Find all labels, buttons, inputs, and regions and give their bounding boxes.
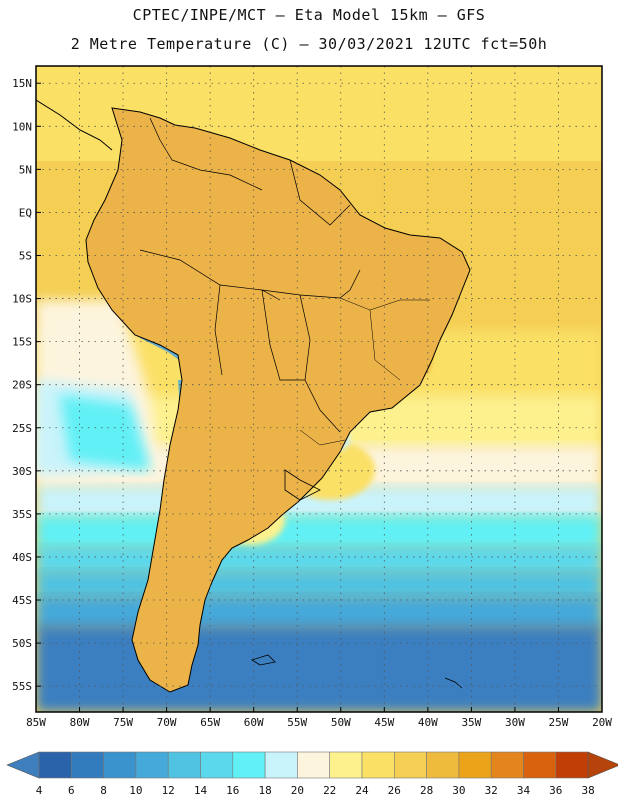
colorbar-swatch	[393, 751, 427, 779]
longitude-label: 85W	[26, 716, 46, 729]
latitude-label: 25S	[12, 422, 32, 435]
latitude-label: 15S	[12, 336, 32, 349]
longitude-label: 45W	[374, 716, 394, 729]
colorbar-level-label: 28	[420, 784, 433, 797]
longitude-labels: 85W 80W 75W 70W 65W 60W 55W 50W 45W 40W 35W 30W 25W 2…	[26, 707, 612, 729]
colorbar-right-arrow	[587, 751, 618, 779]
colorbar-level-label: 6	[68, 784, 75, 797]
colorbar-swatch	[167, 751, 201, 779]
latitude-label: 15N	[12, 77, 32, 90]
colorbar-swatch	[523, 751, 557, 779]
latitude-label: 50S	[12, 637, 32, 650]
longitude-label: 55W	[287, 716, 307, 729]
colorbar-swatch	[329, 751, 363, 779]
latitude-label: 5N	[19, 163, 32, 176]
latitude-label: 35S	[12, 508, 32, 521]
latitude-label: 5S	[19, 249, 32, 262]
colorbar-level-label: 20	[291, 784, 304, 797]
longitude-label: 60W	[244, 716, 264, 729]
longitude-label: 35W	[461, 716, 481, 729]
colorbar-level-label: 34	[517, 784, 531, 797]
colorbar-swatch	[71, 751, 104, 779]
colorbar-swatch	[200, 751, 234, 779]
colorbar-level-label: 18	[258, 784, 271, 797]
latitude-label: 10N	[12, 120, 32, 133]
map-title-line-1: CPTEC/INPE/MCT – Eta Model 15km – GFS	[132, 6, 486, 24]
colorbar-swatch	[458, 751, 492, 779]
latitude-labels: 15N 10N 5N EQ 5S 10S 15S 20S 25S 30S 35S 40S 45S 50S 5…	[12, 77, 41, 693]
colorbar-swatch	[297, 751, 330, 779]
colorbar-swatch	[361, 751, 395, 779]
colorbar-level-label: 4	[36, 784, 43, 797]
colorbar-level-label: 8	[100, 784, 107, 797]
latitude-label: 40S	[12, 551, 32, 564]
colorbar-swatch	[490, 751, 524, 779]
longitude-label: 40W	[418, 716, 438, 729]
colorbar-level-label: 22	[323, 784, 336, 797]
colorbar-swatch	[135, 751, 169, 779]
colorbar-level-label: 26	[388, 784, 401, 797]
latitude-label: 10S	[12, 293, 32, 306]
longitude-label: 80W	[70, 716, 90, 729]
colorbar-level-label: 16	[226, 784, 239, 797]
map-frame	[35, 65, 603, 713]
longitude-label: 30W	[505, 716, 525, 729]
colorbar-level-label: 36	[549, 784, 562, 797]
colorbar-level-label: 38	[581, 784, 594, 797]
latitude-label: 20S	[12, 379, 32, 392]
longitude-label: 20W	[592, 716, 612, 729]
colorbar-level-label: 12	[162, 784, 175, 797]
longitude-label: 65W	[200, 716, 220, 729]
longitude-label: 70W	[157, 716, 177, 729]
coastlines-and-borders	[36, 99, 471, 693]
latitude-label: EQ	[19, 206, 32, 219]
colorbar-swatch	[232, 751, 266, 779]
colorbar-level-label: 24	[355, 784, 369, 797]
colorbar-left-arrow	[6, 751, 40, 779]
map-title-line-2: 2 Metre Temperature (C) – 30/03/2021 12U…	[70, 35, 548, 53]
colorbar-level-label: 10	[129, 784, 142, 797]
colorbar-swatch	[38, 751, 72, 779]
colorbar-level-label: 32	[485, 784, 498, 797]
longitude-label: 75W	[113, 716, 133, 729]
colorbar-swatch	[103, 751, 137, 779]
colorbar-swatch	[426, 751, 460, 779]
longitude-label: 25W	[549, 716, 569, 729]
latitude-label: 45S	[12, 594, 32, 607]
colorbar-level-label: 30	[452, 784, 465, 797]
southern-ocean-band	[36, 625, 602, 712]
colorbar-level-label: 14	[194, 784, 208, 797]
longitude-label: 50W	[331, 716, 351, 729]
colorbar-swatch	[264, 751, 298, 779]
latitude-label: 55S	[12, 680, 32, 693]
colorbar	[6, 751, 618, 779]
colorbar-labels: 4 6 8 10 12 14 16 18 20 22 24 26 28 30 32 34 36 38	[36, 784, 595, 797]
latitude-label: 30S	[12, 465, 32, 478]
colorbar-swatch	[555, 751, 589, 779]
